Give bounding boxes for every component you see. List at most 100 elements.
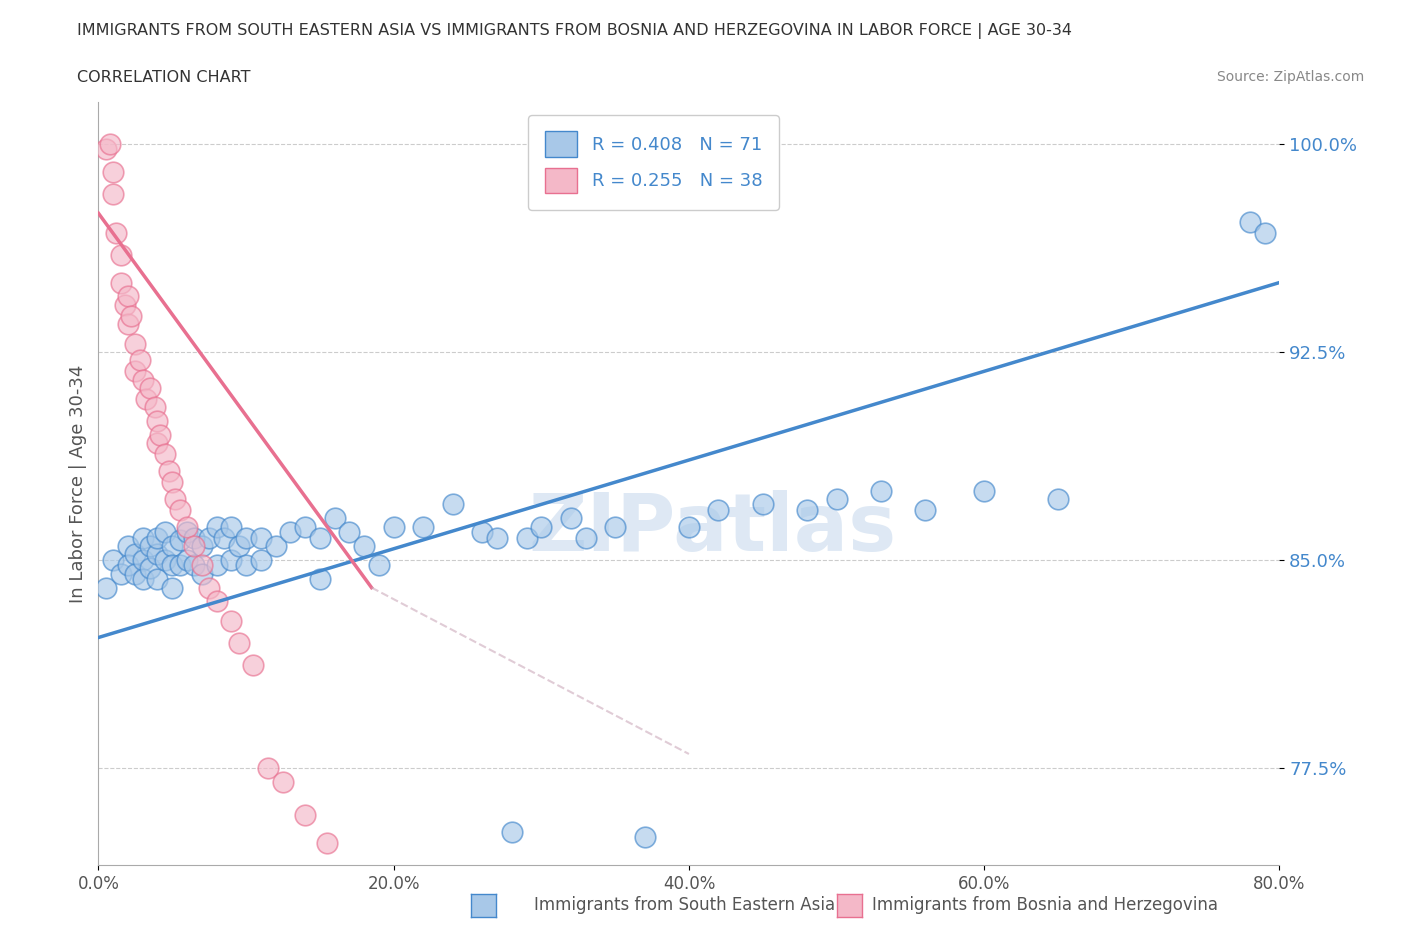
- Point: [128, 352, 150, 367]
- Point: [176, 552, 198, 567]
- Point: [132, 572, 155, 587]
- Point: [103, 552, 125, 567]
- Point: [280, 525, 302, 539]
- Legend: R = 0.408   N = 71, R = 0.255   N = 38: R = 0.408 N = 71, R = 0.255 N = 38: [529, 115, 779, 209]
- Point: [228, 635, 250, 650]
- Text: Immigrants from Bosnia and Herzegovina: Immigrants from Bosnia and Herzegovina: [872, 896, 1218, 913]
- Point: [117, 538, 139, 553]
- Point: [114, 298, 136, 312]
- Point: [973, 483, 995, 498]
- Point: [162, 558, 183, 573]
- Point: [157, 464, 180, 479]
- Text: CORRELATION CHART: CORRELATION CHART: [77, 70, 250, 85]
- Point: [309, 572, 332, 587]
- Point: [634, 830, 657, 844]
- Point: [117, 558, 139, 573]
- Point: [146, 572, 169, 587]
- Text: IMMIGRANTS FROM SOUTH EASTERN ASIA VS IMMIGRANTS FROM BOSNIA AND HERZEGOVINA IN : IMMIGRANTS FROM SOUTH EASTERN ASIA VS IM…: [77, 23, 1073, 39]
- Point: [228, 538, 250, 553]
- Point: [575, 530, 598, 545]
- Point: [316, 835, 339, 850]
- Text: Immigrants from South Eastern Asia: Immigrants from South Eastern Asia: [534, 896, 835, 913]
- Point: [309, 530, 332, 545]
- Point: [149, 428, 172, 443]
- Point: [169, 502, 191, 517]
- Point: [1239, 214, 1261, 229]
- Point: [139, 380, 162, 395]
- Point: [169, 533, 191, 548]
- Point: [1254, 225, 1277, 240]
- Point: [146, 436, 169, 451]
- Point: [139, 538, 162, 553]
- Point: [110, 566, 132, 581]
- Point: [191, 538, 214, 553]
- Point: [146, 414, 169, 429]
- Point: [441, 497, 464, 512]
- Point: [124, 566, 146, 581]
- Point: [183, 558, 205, 573]
- Point: [153, 525, 176, 539]
- Point: [139, 561, 162, 576]
- Point: [471, 525, 494, 539]
- Point: [143, 400, 166, 415]
- Point: [124, 336, 146, 351]
- Point: [752, 497, 775, 512]
- Point: [105, 225, 128, 240]
- Point: [914, 502, 936, 517]
- Point: [530, 519, 553, 534]
- Point: [678, 519, 700, 534]
- Point: [132, 530, 155, 545]
- Point: [191, 558, 214, 573]
- Point: [110, 247, 132, 262]
- Point: [382, 519, 405, 534]
- Point: [176, 519, 198, 534]
- Point: [212, 530, 235, 545]
- Point: [135, 392, 157, 406]
- Point: [707, 502, 730, 517]
- Point: [98, 137, 121, 152]
- Point: [257, 761, 280, 776]
- Point: [198, 580, 221, 595]
- Point: [183, 538, 205, 553]
- Point: [1046, 491, 1070, 506]
- Text: ZIPatlas: ZIPatlas: [529, 490, 897, 568]
- Point: [205, 519, 228, 534]
- Point: [368, 558, 391, 573]
- Point: [516, 530, 538, 545]
- Point: [162, 475, 183, 490]
- Point: [501, 824, 523, 839]
- Point: [250, 530, 273, 545]
- Point: [235, 530, 257, 545]
- Point: [294, 519, 316, 534]
- Point: [294, 807, 316, 822]
- Point: [560, 511, 582, 525]
- Text: Source: ZipAtlas.com: Source: ZipAtlas.com: [1216, 70, 1364, 84]
- Point: [165, 491, 187, 506]
- Point: [339, 525, 361, 539]
- Point: [120, 309, 142, 324]
- Point: [205, 558, 228, 573]
- Point: [183, 530, 205, 545]
- Point: [146, 530, 169, 545]
- Point: [117, 289, 139, 304]
- Point: [486, 530, 509, 545]
- Point: [176, 525, 198, 539]
- Point: [103, 186, 125, 201]
- Point: [412, 519, 434, 534]
- Point: [870, 483, 893, 498]
- Point: [250, 552, 273, 567]
- Point: [162, 538, 183, 553]
- Point: [132, 372, 155, 387]
- Point: [153, 552, 176, 567]
- Point: [323, 511, 346, 525]
- Point: [110, 275, 132, 290]
- Point: [605, 519, 627, 534]
- Point: [124, 547, 146, 562]
- Point: [825, 491, 848, 506]
- Point: [162, 580, 183, 595]
- Point: [198, 530, 221, 545]
- Point: [103, 165, 125, 179]
- Point: [235, 558, 257, 573]
- Point: [94, 580, 117, 595]
- Point: [796, 502, 818, 517]
